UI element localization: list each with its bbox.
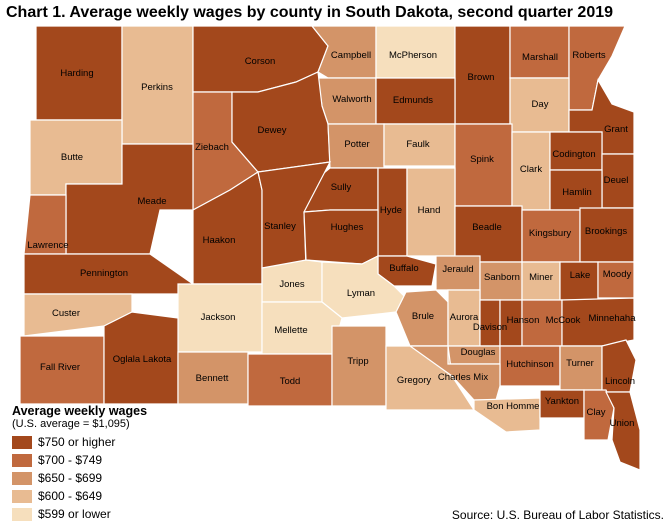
- county-label-lake: Lake: [570, 270, 591, 281]
- county-label-buffalo: Buffalo: [389, 263, 418, 274]
- legend-label: $700 - $749: [38, 453, 103, 467]
- legend-item: $599 or lower: [12, 505, 147, 523]
- legend-swatch: [12, 507, 32, 521]
- county-label-haakon: Haakon: [203, 235, 236, 246]
- county-label-yankton: Yankton: [545, 396, 579, 407]
- county-label-hanson: Hanson: [507, 315, 540, 326]
- county-label-brule: Brule: [412, 311, 434, 322]
- legend: Average weekly wages (U.S. average = $1,…: [12, 404, 147, 523]
- county-label-clark: Clark: [520, 164, 542, 175]
- legend-label: $650 - $699: [38, 471, 103, 485]
- county-label-custer: Custer: [52, 308, 80, 319]
- county-label-bennett: Bennett: [196, 373, 229, 384]
- county-label-roberts: Roberts: [572, 50, 606, 61]
- legend-label: $750 or higher: [38, 435, 116, 449]
- county-label-day: Day: [532, 99, 549, 110]
- county-bon-homme: [473, 397, 541, 433]
- county-dewey: [231, 71, 331, 173]
- county-label-perkins: Perkins: [141, 82, 173, 93]
- county-lake: [559, 261, 599, 301]
- legend-item: $700 - $749: [12, 451, 147, 469]
- county-label-brown: Brown: [468, 72, 495, 83]
- county-label-miner: Miner: [529, 272, 553, 283]
- legend-swatch: [12, 471, 32, 485]
- legend-label: $599 or lower: [38, 507, 111, 521]
- county-label-moody: Moody: [603, 269, 632, 280]
- county-label-sanborn: Sanborn: [484, 272, 520, 283]
- county-label-faulk: Faulk: [406, 139, 429, 150]
- county-label-spink: Spink: [470, 154, 494, 165]
- county-spink: [454, 123, 513, 207]
- county-label-todd: Todd: [280, 376, 301, 387]
- county-lincoln: [601, 339, 637, 393]
- county-label-minnehaha: Minnehaha: [588, 313, 636, 324]
- county-beadle: [454, 205, 523, 263]
- source-note: Source: U.S. Bureau of Labor Statistics.: [451, 508, 664, 522]
- county-label-stanley: Stanley: [264, 221, 296, 232]
- county-label-brookings: Brookings: [585, 226, 627, 237]
- county-label-pennington: Pennington: [80, 268, 128, 279]
- county-clay: [583, 389, 615, 441]
- county-label-davison: Davison: [473, 322, 507, 333]
- county-label-deuel: Deuel: [604, 175, 629, 186]
- legend-item: $600 - $649: [12, 487, 147, 505]
- county-label-charles-mix: Charles Mix: [438, 372, 488, 383]
- county-label-turner: Turner: [566, 358, 594, 369]
- legend-item: $750 or higher: [12, 433, 147, 451]
- county-hughes: [303, 209, 379, 265]
- county-label-potter: Potter: [344, 139, 369, 150]
- county-label-jackson: Jackson: [201, 312, 236, 323]
- legend-swatch: [12, 453, 32, 467]
- county-moody: [597, 261, 635, 299]
- county-label-mellette: Mellette: [274, 325, 307, 336]
- county-label-hyde: Hyde: [380, 205, 402, 216]
- county-union: [605, 391, 641, 471]
- county-charles-mix: [408, 345, 501, 401]
- county-label-marshall: Marshall: [522, 52, 558, 63]
- legend-swatch: [12, 489, 32, 503]
- county-label-hutchinson: Hutchinson: [506, 359, 554, 370]
- county-label-ziebach: Ziebach: [195, 142, 229, 153]
- county-label-fall-river: Fall River: [40, 362, 80, 373]
- county-label-mccook: McCook: [546, 315, 581, 326]
- county-label-hamlin: Hamlin: [562, 187, 592, 198]
- county-label-oglala-lakota: Oglala Lakota: [113, 354, 172, 365]
- county-label-hughes: Hughes: [331, 222, 364, 233]
- county-label-codington: Codington: [552, 149, 595, 160]
- county-label-union: Union: [610, 418, 635, 429]
- county-label-clay: Clay: [586, 407, 605, 418]
- county-label-lincoln: Lincoln: [605, 376, 635, 387]
- county-label-corson: Corson: [245, 56, 276, 67]
- county-label-harding: Harding: [60, 68, 93, 79]
- county-label-bon-homme: Bon Homme: [487, 401, 540, 412]
- county-label-butte: Butte: [61, 152, 83, 163]
- county-label-douglas: Douglas: [461, 347, 496, 358]
- legend-subtitle: (U.S. average = $1,095): [12, 418, 130, 430]
- legend-swatch: [12, 435, 32, 449]
- county-label-meade: Meade: [137, 196, 166, 207]
- county-label-campbell: Campbell: [331, 50, 371, 61]
- county-label-beadle: Beadle: [472, 222, 502, 233]
- county-label-grant: Grant: [604, 124, 628, 135]
- county-label-jones: Jones: [279, 279, 305, 290]
- county-label-dewey: Dewey: [257, 125, 286, 136]
- county-label-edmunds: Edmunds: [393, 95, 433, 106]
- county-label-walworth: Walworth: [332, 94, 371, 105]
- county-label-hand: Hand: [418, 205, 441, 216]
- county-label-jerauld: Jerauld: [442, 264, 473, 275]
- county-label-mcpherson: McPherson: [389, 50, 437, 61]
- county-label-lawrence: Lawrence: [27, 240, 68, 251]
- chart-title: Chart 1. Average weekly wages by county …: [6, 4, 614, 21]
- county-label-aurora: Aurora: [450, 312, 479, 323]
- county-label-lyman: Lyman: [347, 288, 375, 299]
- legend-label: $600 - $649: [38, 489, 103, 503]
- legend-item: $650 - $699: [12, 469, 147, 487]
- county-label-tripp: Tripp: [347, 356, 368, 367]
- county-label-sully: Sully: [331, 182, 352, 193]
- county-label-gregory: Gregory: [397, 375, 432, 386]
- legend-title: Average weekly wages: [12, 404, 148, 418]
- county-label-kingsbury: Kingsbury: [529, 228, 571, 239]
